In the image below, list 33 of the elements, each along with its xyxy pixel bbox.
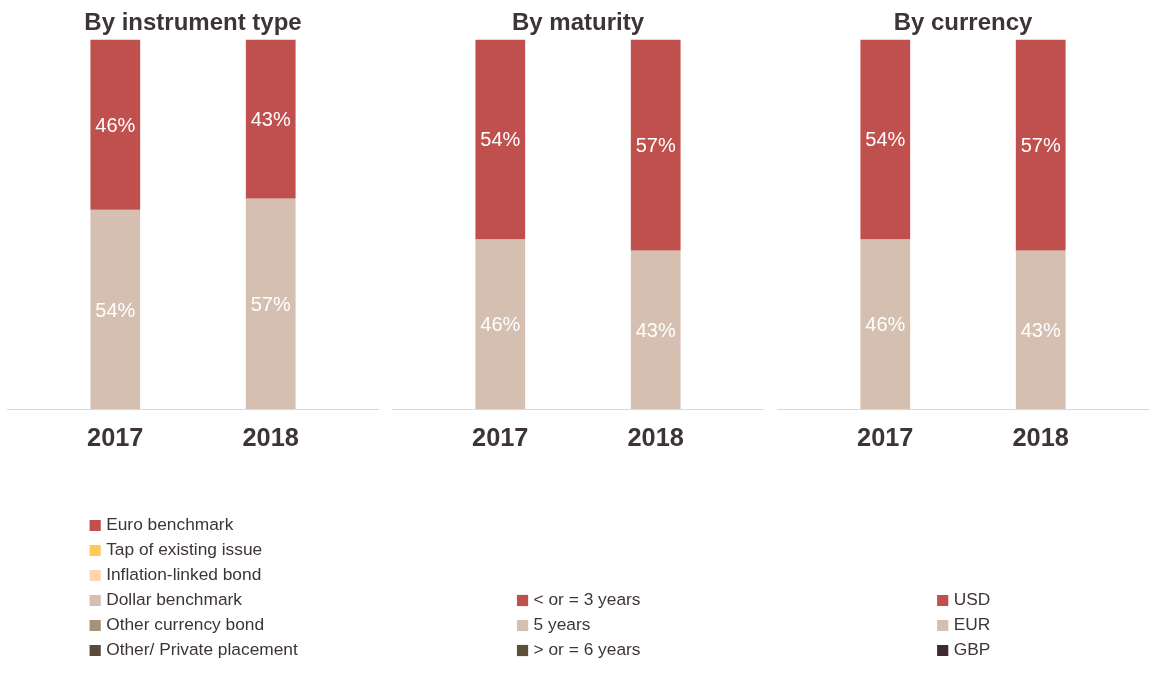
data-label: 46% — [480, 313, 521, 336]
data-label: 57% — [1020, 133, 1061, 156]
data-label: 54% — [480, 128, 521, 151]
x-tick-label: 2018 — [242, 422, 299, 451]
x-tick-label: 2017 — [87, 422, 144, 451]
data-label: 54% — [95, 298, 136, 321]
legend-label: Other/ Private placement — [106, 639, 298, 660]
legend-label: GBP — [953, 639, 991, 660]
data-label: 54% — [865, 128, 906, 151]
data-label: 43% — [250, 108, 291, 131]
data-label: 57% — [635, 133, 676, 156]
data-label: 43% — [635, 318, 676, 341]
data-label: 46% — [865, 313, 906, 336]
data-label: 46% — [95, 113, 136, 136]
legend-label: 5 years — [533, 614, 591, 635]
legend-label: < or = 3 years — [533, 589, 641, 610]
data-label: 43% — [1020, 318, 1061, 341]
x-tick-label: 2018 — [627, 422, 684, 451]
legend-label: > or = 6 years — [533, 639, 641, 660]
x-tick-label: 2018 — [1012, 422, 1069, 451]
chart-title: By maturity — [511, 7, 645, 35]
legend-label: Inflation-linked bond — [106, 564, 262, 585]
x-tick-label: 2017 — [472, 422, 529, 451]
legend-label: Tap of existing issue — [106, 539, 263, 560]
chart-title: By instrument type — [84, 7, 302, 35]
legend-label: Other currency bond — [106, 614, 265, 635]
x-tick-label: 2017 — [857, 422, 914, 451]
legend-label: Dollar benchmark — [106, 589, 242, 610]
legend-label: EUR — [953, 614, 991, 635]
data-label: 57% — [250, 293, 291, 316]
chart-title: By currency — [893, 7, 1034, 35]
legend-label: Euro benchmark — [106, 514, 234, 535]
legend-label: USD — [953, 589, 991, 610]
